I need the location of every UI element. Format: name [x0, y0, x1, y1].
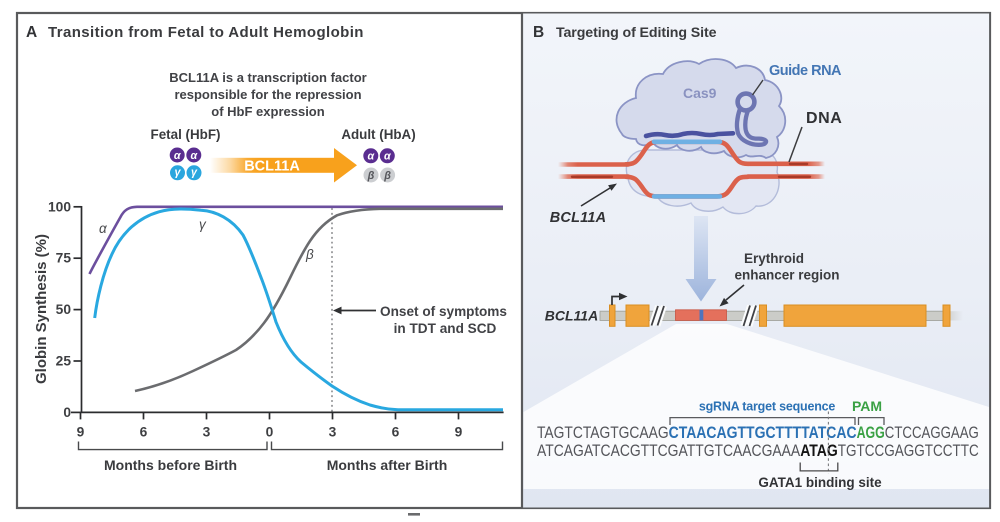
svg-text:9: 9: [77, 425, 85, 440]
svg-text:6: 6: [140, 425, 148, 440]
svg-text:α: α: [190, 150, 198, 162]
svg-text:responsible for the repression: responsible for the repression: [174, 87, 361, 102]
svg-text:ATCAGATCACGTTCGATTGTCAACGAAA: ATCAGATCACGTTCGATTGTCAACGAAA: [537, 442, 800, 460]
svg-text:of HbF expression: of HbF expression: [211, 104, 324, 119]
svg-text:0: 0: [266, 425, 274, 440]
svg-text:9: 9: [455, 425, 463, 440]
svg-text:PAM: PAM: [852, 398, 882, 414]
svg-text:Onset of symptoms: Onset of symptoms: [380, 304, 507, 319]
svg-text:sgRNA target sequence: sgRNA target sequence: [699, 400, 836, 414]
svg-text:BCL11A: BCL11A: [545, 308, 598, 324]
svg-text:Fetal (HbF): Fetal (HbF): [151, 127, 221, 142]
svg-text:3: 3: [329, 425, 337, 440]
svg-text:CTAACAGTTGCTTTTATCAC: CTAACAGTTGCTTTTATCAC: [669, 424, 857, 442]
svg-text:in TDT and SCD: in TDT and SCD: [394, 321, 497, 336]
svg-text:α: α: [174, 150, 182, 162]
svg-text:Globin Synthesis (%): Globin Synthesis (%): [33, 234, 50, 384]
svg-text:BCL11A: BCL11A: [550, 210, 607, 226]
svg-text:Months after Birth: Months after Birth: [327, 457, 448, 473]
svg-text:β: β: [383, 170, 391, 182]
svg-text:β: β: [367, 170, 375, 182]
svg-text:Targeting of Editing Site: Targeting of Editing Site: [556, 25, 717, 41]
svg-text:Cas9: Cas9: [683, 85, 717, 101]
svg-text:enhancer region: enhancer region: [734, 268, 839, 283]
svg-text:Guide RNA: Guide RNA: [769, 63, 842, 79]
svg-text:Transition from Fetal to Adult: Transition from Fetal to Adult Hemoglobi…: [48, 24, 364, 41]
svg-text:DNA: DNA: [806, 110, 842, 127]
svg-text:50: 50: [56, 302, 72, 317]
svg-text:ATAG: ATAG: [800, 442, 838, 460]
svg-text:α: α: [384, 151, 392, 163]
svg-text:A: A: [26, 24, 37, 41]
svg-text:α: α: [367, 151, 375, 163]
svg-text:TGTCCGAGGTCCTTC: TGTCCGAGGTCCTTC: [838, 442, 979, 460]
svg-text:TAGTCTAGTGCAAG: TAGTCTAGTGCAAG: [537, 424, 669, 442]
svg-text:B: B: [533, 24, 544, 41]
svg-text:β: β: [305, 247, 314, 262]
svg-text:α: α: [99, 221, 108, 236]
svg-text:γ: γ: [191, 167, 198, 179]
svg-text:100: 100: [48, 199, 71, 214]
svg-text:Months before Birth: Months before Birth: [104, 457, 237, 473]
svg-text:BCL11A is a transcription fact: BCL11A is a transcription factor: [169, 70, 366, 85]
svg-text:Erythroid: Erythroid: [744, 251, 804, 266]
svg-text:25: 25: [56, 354, 72, 369]
svg-text:6: 6: [392, 425, 400, 440]
svg-text:γ: γ: [199, 217, 207, 232]
svg-text:BCL11A: BCL11A: [244, 159, 300, 175]
svg-text:0: 0: [63, 405, 71, 420]
svg-text:AGG: AGG: [857, 424, 885, 442]
svg-text:3: 3: [203, 425, 211, 440]
svg-text:GATA1 binding site: GATA1 binding site: [758, 475, 882, 490]
svg-text:γ: γ: [174, 167, 181, 179]
svg-text:Adult (HbA): Adult (HbA): [341, 127, 415, 142]
svg-text:75: 75: [56, 251, 72, 266]
svg-text:CTCCAGGAAG: CTCCAGGAAG: [885, 424, 979, 442]
